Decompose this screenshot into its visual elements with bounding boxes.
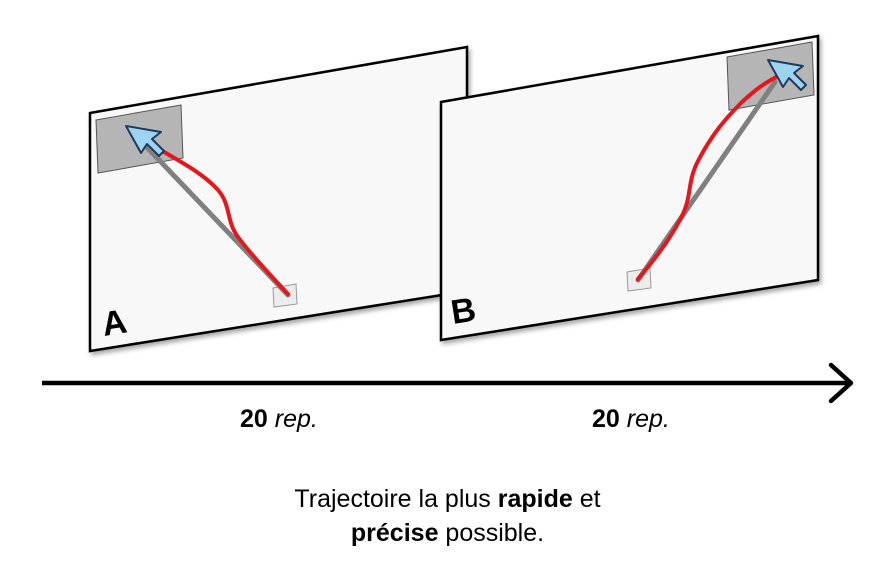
panel-letter-b: B <box>448 291 478 332</box>
arrow-head-icon <box>828 362 854 404</box>
arrow-cursor-icon <box>767 59 807 91</box>
cursor-a <box>125 125 165 157</box>
instruction-line2-end: possible. <box>438 519 545 547</box>
instruction-line1-start: Trajectoire la plus <box>294 485 498 513</box>
instruction-text: Trajectoire la plus rapide et précise po… <box>0 482 895 550</box>
instruction-precise: précise <box>350 519 439 547</box>
actual-path-a <box>145 140 290 296</box>
instruction-line1-end: et <box>572 485 601 513</box>
arrow-cursor-icon <box>125 125 165 157</box>
target-area-b <box>726 41 815 111</box>
screen-b <box>439 34 820 342</box>
panel-letter-a: A <box>99 303 129 344</box>
repetition-label-a: 20 rep. <box>240 405 318 434</box>
panel-b: B <box>439 34 820 342</box>
repetition-count-b: 20 <box>592 405 620 433</box>
timeline-arrow <box>42 362 854 404</box>
instruction-line-2: précise possible. <box>0 516 895 550</box>
repetition-unit-a: rep. <box>274 405 318 433</box>
repetition-label-b: 20 rep. <box>592 405 670 434</box>
repetition-count-a: 20 <box>240 405 268 433</box>
cursor-b <box>767 59 807 91</box>
panel-a: A <box>88 45 469 353</box>
start-area-a <box>272 283 298 308</box>
instruction-rapide: rapide <box>497 485 573 513</box>
actual-path-b <box>636 75 778 281</box>
repetition-unit-b: rep. <box>626 405 670 433</box>
instruction-line-1: Trajectoire la plus rapide et <box>0 482 895 516</box>
